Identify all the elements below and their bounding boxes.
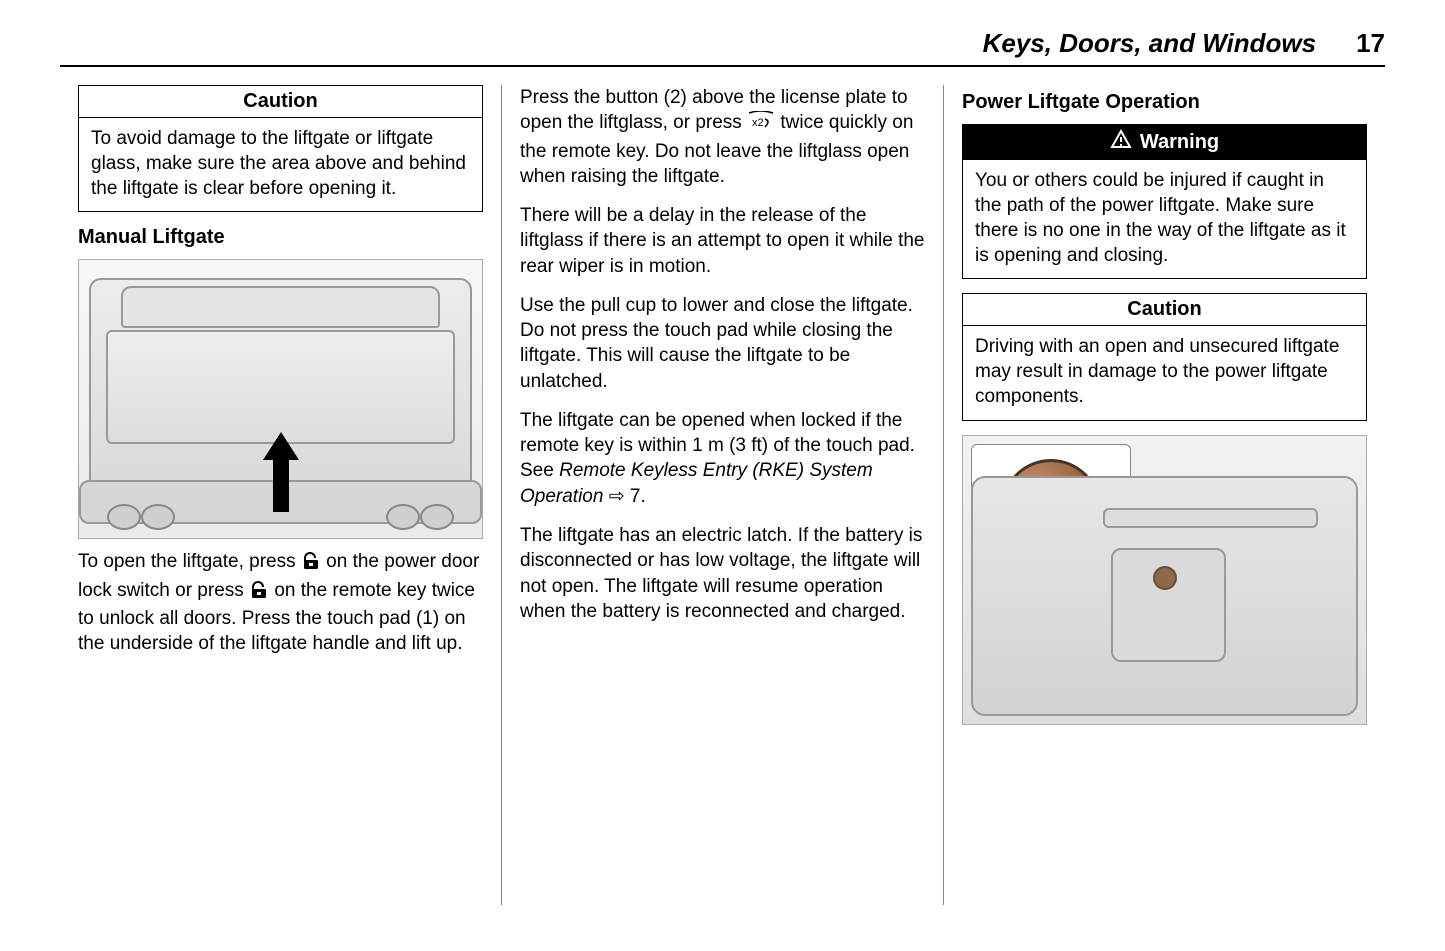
column-1: Caution To avoid damage to the liftgate … xyxy=(60,85,501,905)
col2-paragraph-5: The liftgate has an electric latch. If t… xyxy=(520,523,925,624)
warning-box: Warning You or others could be injured i… xyxy=(962,124,1367,279)
col2-paragraph-1: Press the button (2) above the license p… xyxy=(520,85,925,189)
header-section-title: Keys, Doors, and Windows xyxy=(983,28,1316,59)
liftglass-x2-icon: x2 xyxy=(747,111,775,138)
caution-box: Caution To avoid damage to the liftgate … xyxy=(78,85,483,212)
caution-body-2: Driving with an open and unsecured liftg… xyxy=(963,326,1366,419)
overhead-console-illustration: MAX 3/4 OFF xyxy=(962,435,1367,725)
caution-body: To avoid damage to the liftgate or liftg… xyxy=(79,118,482,211)
unlock-icon xyxy=(301,552,321,577)
caution-box-2: Caution Driving with an open and unsecur… xyxy=(962,293,1367,420)
power-liftgate-heading: Power Liftgate Operation xyxy=(962,91,1367,114)
cross-reference: Remote Keyless Entry (RKE) System Operat… xyxy=(520,460,873,506)
header-page-number: 17 xyxy=(1356,28,1385,59)
col2-paragraph-4: The liftgate can be opened when locked i… xyxy=(520,408,925,509)
manual-page: Keys, Doors, and Windows 17 Caution To a… xyxy=(0,0,1445,951)
caution-title-2: Caution xyxy=(963,294,1366,326)
console-dial-icon xyxy=(1153,566,1177,590)
lift-arrow-icon xyxy=(263,432,299,512)
page-header: Keys, Doors, and Windows 17 xyxy=(60,28,1385,67)
col2-paragraph-3: Use the pull cup to lower and close the … xyxy=(520,293,925,394)
svg-text:x2: x2 xyxy=(752,117,764,129)
warning-triangle-icon xyxy=(1110,129,1132,155)
caution-title: Caution xyxy=(79,86,482,118)
unlock-icon xyxy=(249,581,269,606)
column-3: Power Liftgate Operation Warning You or … xyxy=(943,85,1385,905)
warning-title-text: Warning xyxy=(1140,131,1219,154)
content-columns: Caution To avoid damage to the liftgate … xyxy=(60,85,1385,905)
warning-title: Warning xyxy=(963,125,1366,160)
col2-paragraph-2: There will be a delay in the release of … xyxy=(520,203,925,279)
warning-body: You or others could be injured if caught… xyxy=(963,160,1366,278)
vehicle-rear-illustration xyxy=(78,259,483,539)
manual-liftgate-heading: Manual Liftgate xyxy=(78,226,483,249)
reference-arrow-icon: ⇨ 7. xyxy=(609,486,646,507)
column-2: Press the button (2) above the license p… xyxy=(501,85,943,905)
text: To open the liftgate, press xyxy=(78,551,301,572)
col1-paragraph-1: To open the liftgate, press on the power… xyxy=(78,549,483,656)
